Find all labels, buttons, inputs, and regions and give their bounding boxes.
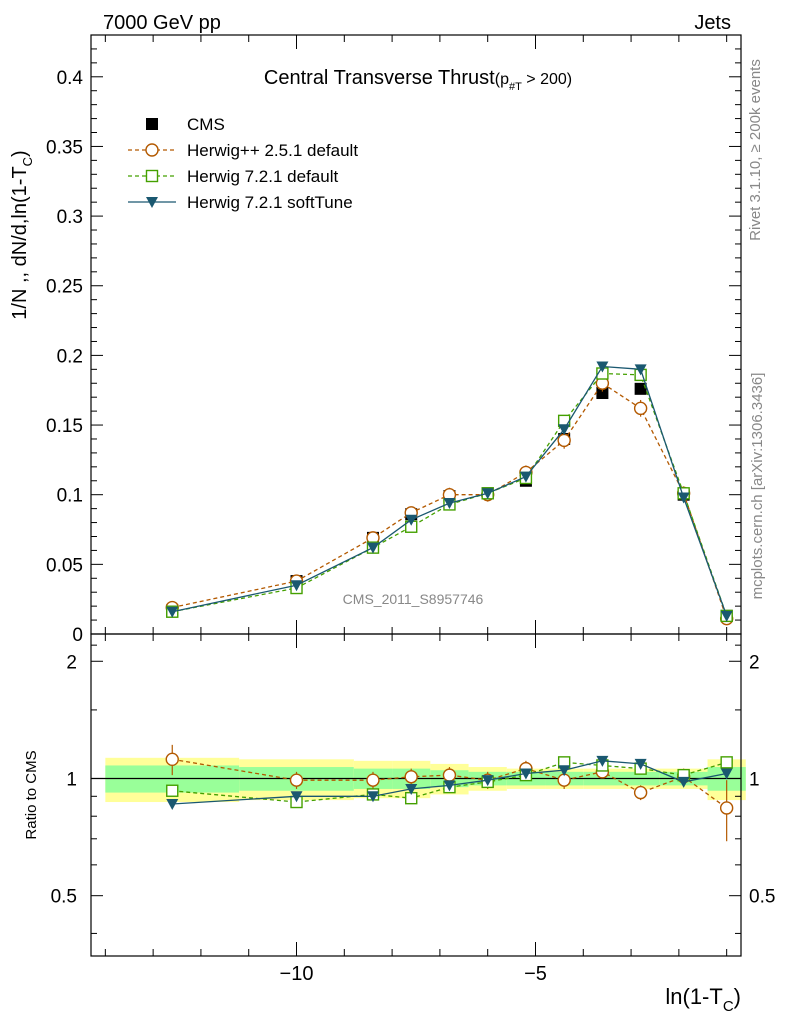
data-point [720,610,733,622]
y-axis-label-sub: C [20,157,35,166]
uncertainty-bands [91,757,746,803]
rivet-version-label: Rivet 3.1.10, ≥ 200k events [747,59,764,241]
ratio-point [290,791,303,803]
data-point [366,542,379,554]
x-axis-label-main: ln(1-T [665,984,722,1009]
legend-label: Herwig++ 2.5.1 default [187,141,358,160]
y-tick-label: 0.05 [46,555,83,576]
ratio-line [172,758,728,809]
legend-marker [145,169,159,183]
ratio-point [677,776,690,788]
chart-title-tail: > 200) [522,71,572,88]
chart-title: Central Transverse Thrust(p#T > 200) [264,67,572,93]
ratio-point [720,756,733,769]
header-energy-label: 7000 GeV pp [103,12,221,34]
x-tick-label: −10 [280,963,314,985]
legend-item: CMS [146,115,225,134]
series-layer [165,361,734,842]
data-point [634,382,647,395]
legend-item: Herwig 7.2.1 softTune [128,193,353,212]
legend-item: Herwig 7.2.1 default [128,167,338,186]
ticks-layer: 0 0.05 0.1 0.15 0.2 0.25 0.3 0.35 0.4 0.5 0.5 1 1 2 2 −… [46,35,775,985]
ratio-point [720,768,733,780]
y-tick-label: 0.25 [46,277,83,298]
ratio-point [633,785,648,800]
y-tick-label: 0.35 [46,137,83,158]
x-axis-label-tail: ) [734,984,741,1009]
legend-item: Herwig++ 2.5.1 default [128,141,358,160]
ratio-point [289,773,304,787]
ratio-panel-frame [90,633,742,957]
data-point [558,424,571,436]
y-tick-label: 0.15 [46,416,83,437]
data-point [290,580,303,592]
y-tick-label: 0.4 [57,68,84,89]
data-point [677,492,690,504]
ratio-point [404,770,418,784]
ratio-point [366,791,379,803]
x-tick-label: −5 [524,963,547,985]
data-point [519,471,532,483]
ratio-point [165,752,179,767]
x-axis-label-sub: C [723,998,734,1015]
y-axis-label-tail: ) [9,150,31,157]
legend-label: CMS [187,115,225,134]
legend-marker [146,197,158,208]
ratio-tick-label: 2 [66,652,77,673]
ratio-point [481,775,494,787]
ratio-point [166,798,179,810]
ratio-tick-label-right: 2 [749,652,760,673]
data-point [405,514,418,526]
ratio-line [172,761,727,803]
data-point [481,488,494,500]
y-tick-label: 0.1 [57,486,83,507]
y-axis-label: 1/N ,, dN/d,ln(1-TC) [9,150,35,319]
data-point [557,433,571,448]
ratio-point [558,765,571,777]
ratio-point [443,780,456,792]
panel-frames [90,34,742,957]
header-process-label: Jets [694,12,731,34]
ratio-point [634,758,647,770]
ratio-tick-label: 0.5 [51,887,77,908]
legend-label: Herwig 7.2.1 softTune [187,193,353,212]
legend-marker [146,118,158,130]
data-point [596,361,609,373]
mcplots-label: mcplots.cern.ch [arXiv:1306.3436] [749,373,766,600]
series-3 [166,361,733,810]
analysis-label: CMS_2011_S8957746 [343,591,484,607]
ratio-tick-label-right: 1 [749,769,760,790]
ratio-point [166,784,179,797]
ratio-point [405,783,418,795]
series-2 [166,367,733,809]
y-tick-label: 0 [72,625,83,646]
ratio-point [519,768,532,780]
legend-marker [145,143,159,157]
ratio-line [172,760,727,805]
data-point [633,401,648,416]
chart-title-main: Central Transverse Thrust [264,67,495,89]
data-point [596,387,609,400]
x-axis-label: ln(1-TC) [665,984,741,1015]
y-axis-label-main: 1/N ,, dN/d,ln(1-T [9,166,31,319]
data-point [443,498,456,510]
ratio-point [366,773,380,787]
legend: CMS Herwig++ 2.5.1 default Herwig 7.2.1 de… [128,115,358,212]
legend-label: Herwig 7.2.1 default [187,167,338,186]
series-line [172,365,728,617]
data-point [166,606,179,618]
data-point [634,364,647,376]
ratio-point [719,801,734,815]
ratio-axis-label: Ratio to CMS [23,750,40,839]
chart-title-sub: #T [509,81,522,93]
chart-title-suffix: (p [495,71,509,88]
ratio-point [596,755,609,767]
y-tick-label: 0.3 [57,207,83,228]
ratio-point [442,768,457,782]
y-tick-label: 0.2 [57,346,83,367]
ratio-tick-label: 1 [66,769,77,790]
ratio-tick-label-right: 0.5 [749,887,775,908]
